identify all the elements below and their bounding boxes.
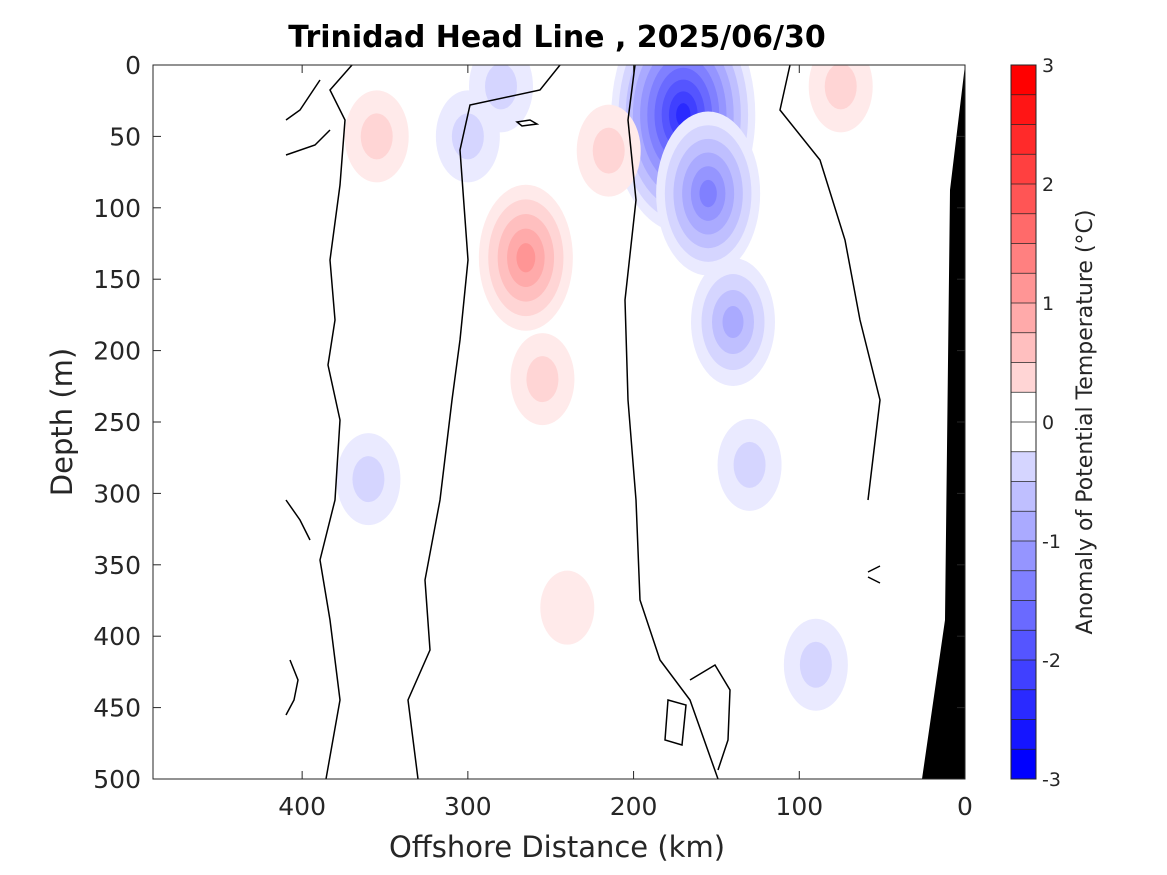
- colorbar-tick-label: 2: [1042, 174, 1054, 196]
- zero-contour-line: [689, 663, 731, 771]
- y-tick-label: 250: [93, 408, 141, 437]
- x-tick-label: 0: [957, 792, 973, 821]
- x-tick-label: 200: [610, 792, 658, 821]
- anomaly-feature-cold: [656, 111, 761, 276]
- y-tick-label: 400: [93, 622, 141, 651]
- y-tick-label: 100: [93, 194, 141, 223]
- colorbar-segment: [1011, 660, 1036, 691]
- zero-contour-line: [285, 659, 299, 716]
- zero-contour-line: [285, 79, 321, 121]
- y-tick-label: 200: [93, 337, 141, 366]
- anomaly-level: [824, 65, 857, 110]
- colorbar-segment: [1011, 213, 1036, 244]
- colorbar-segment: [1011, 303, 1036, 334]
- chart-title: Trinidad Head Line , 2025/06/30: [288, 20, 825, 55]
- anomaly-feature-warm: [510, 333, 575, 426]
- y-tick-label: 450: [93, 694, 141, 723]
- colorbar-segment: [1011, 154, 1036, 185]
- colorbar-tick-label: -3: [1042, 769, 1061, 791]
- anomaly-level: [699, 179, 717, 208]
- anomaly-feature-cold: [435, 90, 500, 183]
- anomaly-feature-warm: [576, 104, 641, 197]
- zero-contour-line: [515, 119, 540, 127]
- x-tick-label: 400: [278, 792, 326, 821]
- colorbar-segment: [1011, 422, 1036, 453]
- anomaly-level: [451, 113, 484, 160]
- y-tick-label: 0: [125, 51, 141, 80]
- y-axis-label: Depth (m): [45, 348, 79, 496]
- zero-contour-line: [319, 65, 353, 779]
- zero-contours: [285, 65, 881, 779]
- colorbar-tick-label: 1: [1042, 293, 1054, 315]
- colorbar-segment: [1011, 630, 1036, 661]
- y-tick-label: 500: [93, 765, 141, 794]
- colorbar-segment: [1011, 94, 1036, 125]
- colorbar-tick-label: -2: [1042, 650, 1061, 672]
- zero-contour-line: [867, 565, 881, 584]
- colorbar-segment: [1011, 600, 1036, 631]
- anomaly-feature-cold: [691, 258, 775, 387]
- anomaly-level: [352, 456, 385, 503]
- colorbar-segment: [1011, 511, 1036, 542]
- anomaly-level: [360, 113, 393, 160]
- zero-contour-line: [624, 65, 719, 779]
- colorbar-segment: [1011, 65, 1036, 96]
- colorbar-segment: [1011, 184, 1036, 215]
- colorbar: 3 2 1 0 -1 -2 -3: [1010, 55, 1061, 791]
- colorbar-segment: [1011, 481, 1036, 512]
- anomaly-feature-warm: [540, 570, 595, 645]
- colorbar-segment: [1011, 392, 1036, 423]
- colorbar-segment: [1011, 243, 1036, 274]
- zero-contour-line: [664, 699, 687, 746]
- anomaly-feature-warm: [344, 90, 409, 183]
- x-axis: 400 300 200 100 0: [278, 65, 973, 821]
- anomaly-field: [336, 65, 873, 711]
- y-tick-label: 50: [109, 122, 141, 151]
- colorbar-segment: [1011, 332, 1036, 363]
- zero-contour-line: [407, 65, 561, 779]
- colorbar-frame: [1010, 64, 1037, 780]
- zero-contour-line: [779, 65, 881, 501]
- colorbar-tick-label: 3: [1042, 55, 1054, 77]
- anomaly-feature-cold: [783, 618, 848, 711]
- anomaly-level: [733, 441, 766, 488]
- anomaly-level: [516, 243, 536, 273]
- anomaly-level: [540, 570, 595, 645]
- anomaly-feature-cold: [717, 418, 782, 511]
- y-tick-label: 300: [93, 479, 141, 508]
- y-tick-label: 350: [93, 551, 141, 580]
- anomaly-level: [799, 641, 832, 688]
- anomaly-feature-cold: [336, 433, 401, 526]
- colorbar-segment: [1011, 689, 1036, 720]
- colorbar-tick-label: 0: [1042, 412, 1054, 434]
- colorbar-segment: [1011, 273, 1036, 304]
- plot-area: [152, 64, 966, 780]
- colorbar-segment: [1011, 719, 1036, 750]
- colorbar-segment: [1011, 541, 1036, 572]
- anomaly-feature-warm: [478, 184, 573, 331]
- colorbar-segment: [1011, 451, 1036, 482]
- colorbar-segment: [1011, 749, 1036, 780]
- x-tick-label: 300: [444, 792, 492, 821]
- colorbar-tick-label: -1: [1042, 531, 1061, 553]
- bathymetry: [922, 65, 965, 779]
- x-axis-label: Offshore Distance (km): [389, 830, 725, 864]
- y-tick-label: 150: [93, 265, 141, 294]
- anomaly-level: [592, 127, 625, 174]
- y-axis: 0 50 100 150 200 250 300 350 400 450 500: [93, 51, 965, 794]
- anomaly-feature-warm: [808, 65, 873, 133]
- anomaly-level: [526, 356, 559, 403]
- zero-contour-line: [285, 129, 331, 156]
- colorbar-segment: [1011, 124, 1036, 155]
- colorbar-segment: [1011, 362, 1036, 393]
- anomaly-level: [485, 65, 517, 110]
- colorbar-label: Anomaly of Potential Temperature (°C): [1073, 210, 1098, 635]
- x-tick-label: 100: [775, 792, 823, 821]
- zero-contour-line: [285, 499, 311, 541]
- colorbar-segment: [1011, 570, 1036, 601]
- anomaly-level: [722, 306, 744, 339]
